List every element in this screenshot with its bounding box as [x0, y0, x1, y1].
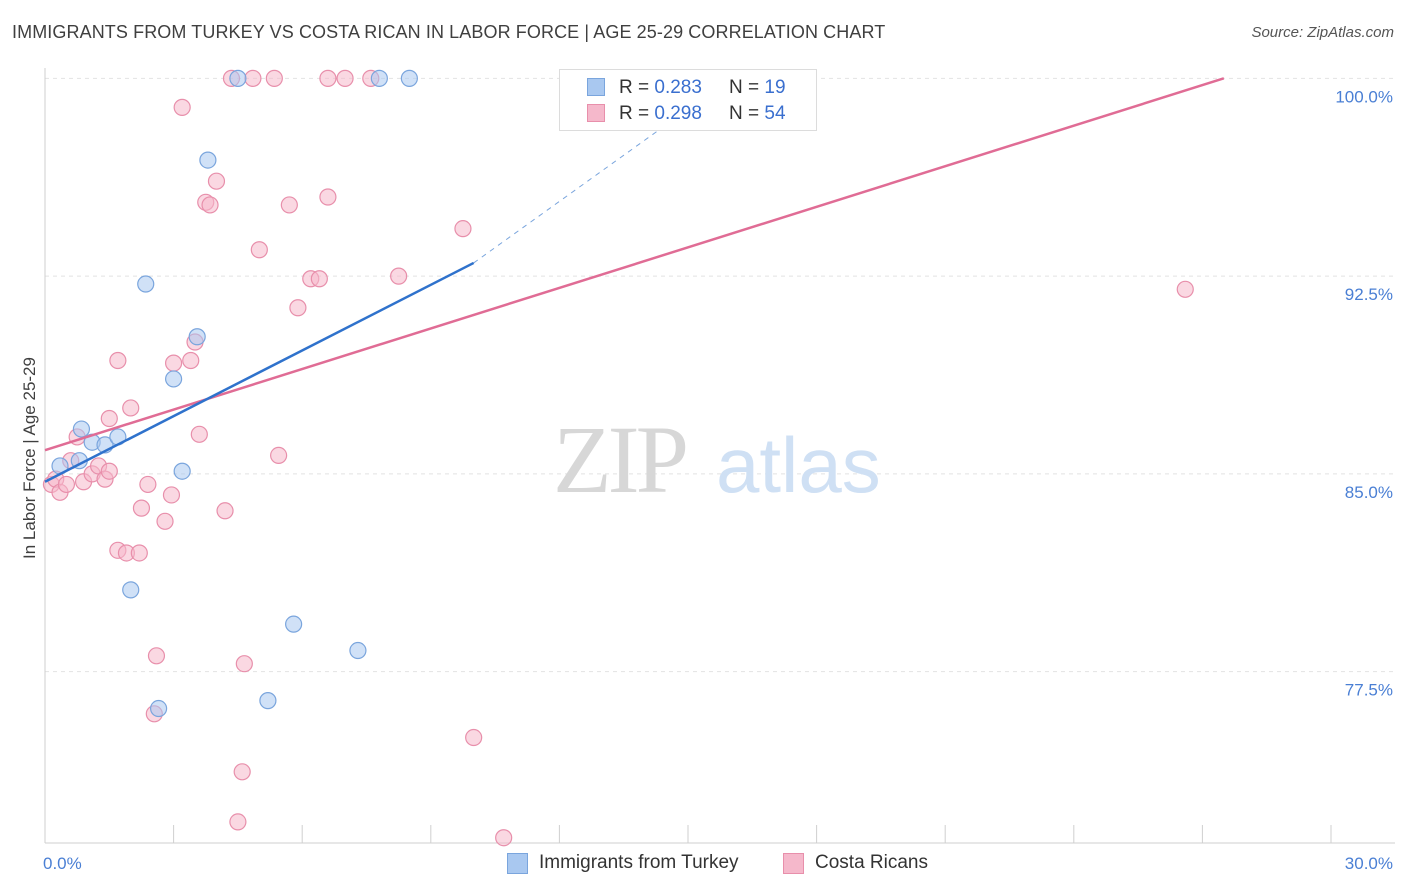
- costa-ricans-point-53: [1176, 280, 1194, 298]
- y-tick-label-1: 85.0%: [1345, 483, 1393, 502]
- costa-ricans-point-22: [162, 486, 181, 504]
- costa-ricans-point-13: [109, 351, 127, 370]
- n-value: 19: [764, 77, 786, 98]
- watermark-zip: ZIP: [553, 406, 686, 513]
- y-tick-label-3: 100.0%: [1335, 87, 1393, 106]
- costa-ricans-point-36: [244, 69, 262, 87]
- costa-ricans-point-3: [57, 475, 76, 494]
- watermark: ZIP atlas: [553, 406, 881, 513]
- costa-ricans-point-20: [147, 647, 166, 665]
- costa-ricans-point-33: [229, 813, 247, 831]
- r-label: R = 0.298: [619, 103, 702, 124]
- turkey-legend-label: Immigrants from Turkey: [539, 852, 739, 873]
- n-label: N = 19: [729, 77, 786, 98]
- costa-ricans-point-46: [336, 69, 354, 87]
- costa-ricans-point-12: [100, 409, 118, 428]
- costa-ricans-point-30: [207, 172, 226, 190]
- costa-ricans-point-21: [156, 512, 174, 530]
- turkey-point-18: [400, 69, 418, 87]
- costa-ricans-point-17: [132, 499, 151, 517]
- turkey-point-11: [188, 328, 206, 346]
- turkey-swatch: [587, 78, 605, 96]
- x-tick-labels: 0.0% 30.0%: [43, 854, 1393, 873]
- source-label: Source: ZipAtlas.com: [1251, 24, 1394, 41]
- turkey-point-12: [199, 151, 217, 169]
- turkey-point-6: [122, 581, 140, 599]
- chart-title: IMMIGRANTS FROM TURKEY VS COSTA RICAN IN…: [12, 22, 886, 42]
- turkey-points: [51, 69, 418, 718]
- costa-ricans-point-35: [235, 655, 253, 673]
- gridlines: [45, 77, 1395, 673]
- x-tick-label-1: 30.0%: [1345, 854, 1393, 873]
- turkey-point-2: [72, 420, 91, 438]
- turkey-point-10: [173, 462, 191, 480]
- costa-ricans-point-43: [310, 270, 328, 288]
- costa-ricans-point-49: [454, 220, 472, 238]
- costa-ricans-point-40: [280, 196, 298, 214]
- turkey-point-8: [149, 699, 168, 718]
- costa-ricans-point-50: [465, 728, 483, 747]
- y-tick-label-2: 92.5%: [1345, 285, 1393, 304]
- costa-ricans-point-18: [139, 475, 157, 494]
- costa-ricans-point-16: [130, 544, 148, 562]
- turkey-point-13: [229, 69, 247, 87]
- costa-ricans-legend-swatch: [783, 853, 804, 874]
- costa-ricans-point-24: [173, 98, 191, 116]
- r-value: 0.283: [654, 77, 702, 98]
- turkey-point-17: [370, 69, 388, 87]
- costa-ricans-trend-line: [44, 77, 1225, 452]
- costa-ricans-point-38: [265, 69, 283, 87]
- turkey-point-15: [285, 615, 303, 633]
- turkey-trend-line: [44, 261, 475, 483]
- costa-ricans-point-10: [100, 462, 118, 480]
- costa-ricans-point-25: [182, 351, 200, 370]
- turkey-point-16: [349, 641, 367, 660]
- costa-ricans-point-23: [165, 354, 183, 372]
- costa-ricans-point-15: [122, 399, 140, 417]
- turkey-point-7: [137, 275, 155, 293]
- costa-ricans-point-34: [233, 763, 251, 781]
- costa-ricans-point-41: [289, 299, 307, 317]
- y-tick-labels: 77.5% 85.0% 92.5% 100.0%: [1335, 87, 1393, 699]
- n-value: 54: [764, 103, 786, 124]
- costa-ricans-point-37: [250, 241, 268, 259]
- costa-ricans-point-48: [390, 267, 408, 285]
- r-value: 0.298: [654, 103, 702, 124]
- legend-stats: R = 0.283 N = 19 R = 0.298 N = 54: [559, 69, 817, 131]
- costa-ricans-point-39: [270, 446, 288, 465]
- costa-ricans-legend-label: Costa Ricans: [815, 852, 928, 873]
- costa-ricans-point-51: [495, 829, 513, 847]
- turkey-legend-swatch: [507, 853, 528, 874]
- y-axis-label: In Labor Force | Age 25-29: [20, 357, 39, 559]
- costa-ricans-point-27: [190, 425, 208, 443]
- axes: [44, 68, 1395, 844]
- turkey-point-14: [259, 692, 277, 710]
- r-label: R = 0.283: [619, 77, 702, 98]
- costa-ricans-point-45: [319, 188, 337, 206]
- costa-ricans-point-44: [319, 69, 337, 87]
- costa-ricans-point-31: [216, 502, 234, 520]
- n-label: N = 54: [729, 103, 786, 124]
- y-tick-label-0: 77.5%: [1345, 681, 1393, 700]
- costa-ricans-swatch: [587, 104, 605, 122]
- costa-ricans-point-29: [201, 196, 219, 214]
- x-tick-label-0: 0.0%: [43, 854, 82, 873]
- watermark-atlas: atlas: [716, 421, 881, 509]
- turkey-point-9: [165, 370, 183, 388]
